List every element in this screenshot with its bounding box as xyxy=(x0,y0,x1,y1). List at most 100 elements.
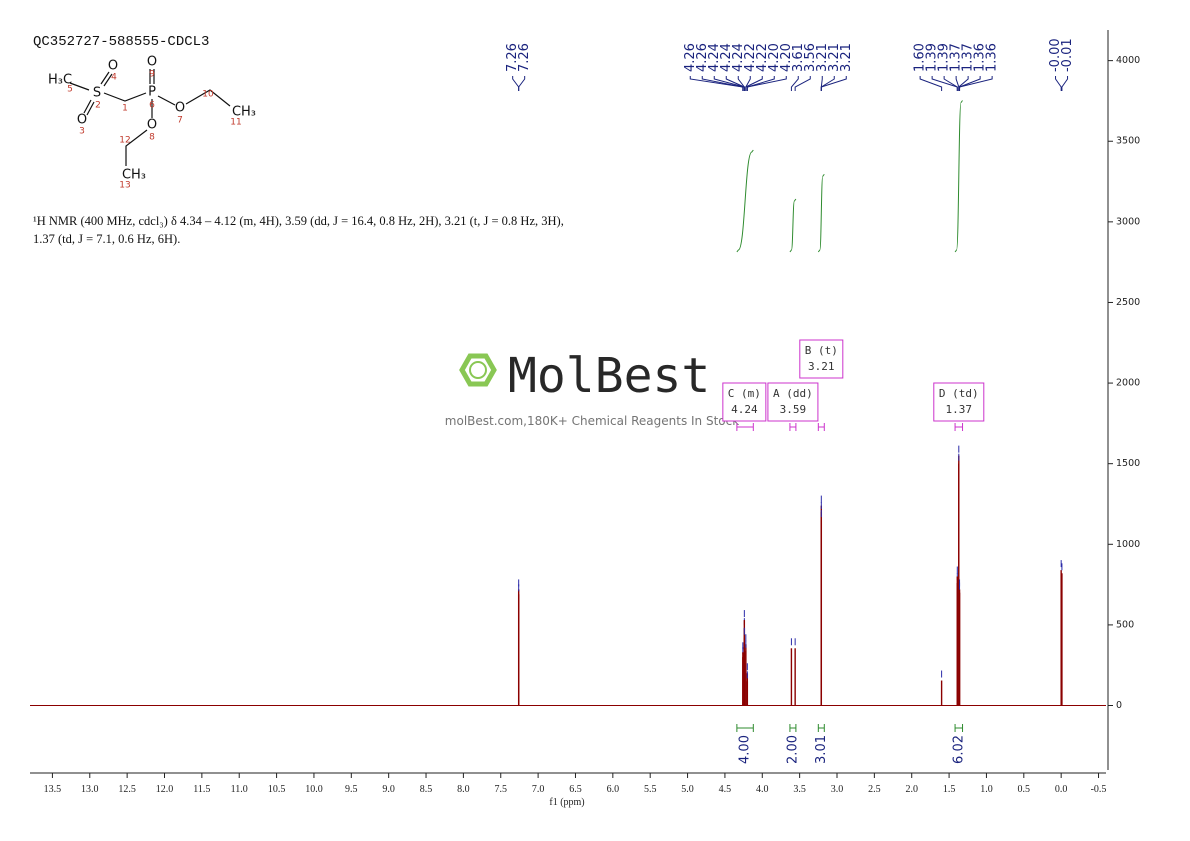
peak-label: 3.21 xyxy=(839,43,854,72)
peak-label: 1.39 xyxy=(937,43,952,72)
y-tick-label: 4000 xyxy=(1116,55,1140,66)
peak-connector xyxy=(959,76,993,91)
bond xyxy=(157,95,176,106)
bond xyxy=(83,99,95,116)
peak-connector xyxy=(820,76,847,91)
peak-label: 3.61 xyxy=(791,43,806,72)
peak-label: 4.26 xyxy=(695,43,710,72)
multiplet-box xyxy=(933,382,985,422)
peak-label: 7.26 xyxy=(517,43,532,72)
x-tick-label: 3.5 xyxy=(793,784,806,795)
peak-label: -0.00 xyxy=(1048,38,1063,72)
multiplet-name: D (td) xyxy=(939,387,979,400)
peak-connector xyxy=(701,76,744,91)
nmr-description: ¹H NMR (400 MHz, cdcl₃) δ 4.34 – 4.12 (m… xyxy=(33,214,564,228)
peak-connector xyxy=(1055,76,1062,91)
x-tick-label: 8.5 xyxy=(420,784,433,795)
x-tick-label: 12.0 xyxy=(156,784,174,795)
peak-label: 4.22 xyxy=(743,43,758,72)
multiplet-name: C (m) xyxy=(728,387,761,400)
multiplet-name: A (dd) xyxy=(773,387,813,400)
integral-bracket xyxy=(954,724,964,732)
y-tick-label: 3000 xyxy=(1116,216,1140,227)
multiplet-bracket xyxy=(789,423,797,431)
peak-label: 1.39 xyxy=(925,43,940,72)
bond xyxy=(100,71,113,87)
x-tick-label: 0.5 xyxy=(1018,784,1031,795)
peak-label: 4.20 xyxy=(779,43,794,72)
bond xyxy=(69,82,90,91)
x-tick-label: 4.5 xyxy=(719,784,732,795)
x-tick-label: 7.0 xyxy=(532,784,545,795)
bond xyxy=(125,129,148,166)
molecule: H₃C O S O P O O O CH₃ CH₃ 1 2 3 4 5 6 7 … xyxy=(48,55,256,191)
x-tick-label: 10.0 xyxy=(305,784,323,795)
atom-number: 6 xyxy=(149,101,155,111)
x-tick-label: 4.0 xyxy=(756,784,769,795)
peak-label: 1.36 xyxy=(973,43,988,72)
atom: S xyxy=(93,86,101,101)
peak-label: 3.21 xyxy=(827,43,842,72)
atom-number: 3 xyxy=(79,127,85,137)
peak-connector xyxy=(794,76,811,91)
peak-label: 4.20 xyxy=(767,43,782,72)
multiplet-shift: 3.21 xyxy=(808,360,835,373)
peak-label: 3.56 xyxy=(803,43,818,72)
atom: H₃C xyxy=(48,73,72,88)
peak-label: 1.36 xyxy=(985,43,1000,72)
integral-curve xyxy=(736,149,754,253)
peak-connector xyxy=(943,76,958,91)
integral-label: 6.02 xyxy=(951,735,966,764)
peak-label: 1.37 xyxy=(949,43,964,72)
integral-curve xyxy=(789,198,797,253)
peak-label: -0.01 xyxy=(1060,38,1075,72)
integral-bracket xyxy=(789,724,797,732)
x-tick-label: 11.0 xyxy=(231,784,248,795)
atom-number: 5 xyxy=(67,85,73,95)
peak-label: 4.24 xyxy=(707,43,722,72)
peak-label: 3.21 xyxy=(815,43,830,72)
peak-connector xyxy=(790,76,799,91)
atom: O xyxy=(147,55,157,70)
multiplet-box xyxy=(767,382,819,422)
integral-label: 3.01 xyxy=(814,735,829,764)
peak-label: 4.24 xyxy=(731,43,746,72)
peak-connector xyxy=(518,76,526,91)
x-tick-label: 10.5 xyxy=(268,784,286,795)
multiplet-name: B (t) xyxy=(805,344,838,357)
atom: O xyxy=(77,113,87,128)
x-tick-label: 5.5 xyxy=(644,784,657,795)
watermark-tagline: molBest.com,180K+ Chemical Reagents In S… xyxy=(445,414,739,428)
peak-label: 4.22 xyxy=(755,43,770,72)
x-tick-label: 5.0 xyxy=(681,784,694,795)
sample-title: QC352727-588555-CDCL3 xyxy=(33,34,209,50)
logo xyxy=(459,353,497,387)
x-tick-label: 6.5 xyxy=(569,784,582,795)
nmr-description: 1.37 (td, J = 7.1, 0.6 Hz, 6H). xyxy=(33,232,180,246)
atom: O xyxy=(147,118,157,133)
watermark-brand: MolBest xyxy=(508,348,710,404)
x-tick-label: 9.0 xyxy=(382,784,395,795)
bond xyxy=(149,69,155,84)
x-tick-label: 6.0 xyxy=(607,784,620,795)
atom-number: 1 xyxy=(122,104,128,114)
peak-connector xyxy=(958,76,969,91)
y-tick-label: 2000 xyxy=(1116,378,1140,389)
integral-label: 4.00 xyxy=(738,735,753,764)
atom-number: 10 xyxy=(202,90,214,100)
peak-connector xyxy=(737,76,745,91)
peak-connector xyxy=(1061,76,1069,91)
x-tick-label: 2.0 xyxy=(905,784,918,795)
multiplet-shift: 1.37 xyxy=(946,403,973,416)
atom-number: 8 xyxy=(149,133,155,143)
x-tick-label: 9.5 xyxy=(345,784,358,795)
multiplet-bracket xyxy=(736,423,754,431)
y-tick-label: 3500 xyxy=(1116,136,1140,147)
peak-connector xyxy=(746,76,787,91)
atom: CH₃ xyxy=(232,105,256,120)
logo xyxy=(469,361,487,379)
x-tick-label: 1.5 xyxy=(943,784,956,795)
peak-label: 4.26 xyxy=(683,43,698,72)
